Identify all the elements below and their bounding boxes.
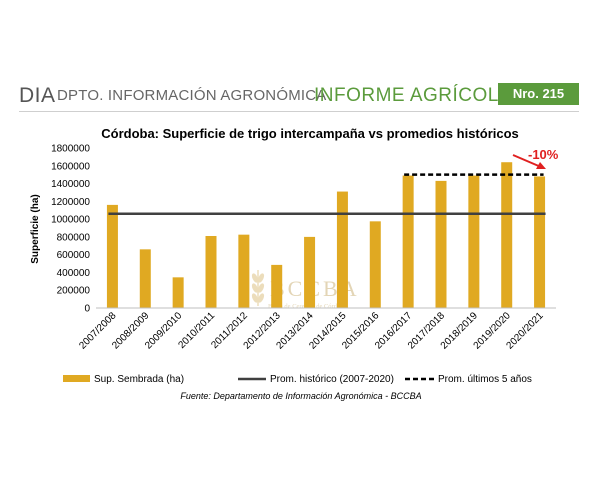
average-lines xyxy=(108,173,546,216)
bar xyxy=(205,236,217,308)
y-tick-label: 1000000 xyxy=(51,215,90,226)
bar xyxy=(402,175,414,308)
chart-title: Córdoba: Superficie de trigo intercampañ… xyxy=(101,126,519,141)
header-divider xyxy=(19,111,579,112)
y-tick-label: 0 xyxy=(84,304,90,315)
bar xyxy=(304,236,316,308)
bar xyxy=(271,264,283,308)
y-tick-label: 1400000 xyxy=(51,179,90,190)
y-tick-label: 800000 xyxy=(57,232,91,243)
legend-item-bars: Sup. Sembrada (ha) xyxy=(63,374,184,385)
department-name: DPTO. INFORMACIÓN AGRONÓMICA xyxy=(57,87,327,104)
change-annotation-label: -10% xyxy=(528,147,559,162)
y-tick-label: 1600000 xyxy=(51,161,90,172)
report-number-badge: Nro. 215 xyxy=(498,83,579,105)
bar xyxy=(468,175,480,308)
legend-label-bars: Sup. Sembrada (ha) xyxy=(94,374,184,385)
bar xyxy=(501,162,513,308)
brand-logo-text: DIA xyxy=(19,84,56,107)
y-tick-label: 400000 xyxy=(57,268,91,279)
change-annotation: -10% xyxy=(512,147,559,169)
x-axis: 2007/20082008/20092009/20102010/20112011… xyxy=(77,307,556,352)
arrow-down-right-icon xyxy=(512,154,546,169)
y-tick-label: 200000 xyxy=(57,286,91,297)
chart-source: Fuente: Departamento de Información Agro… xyxy=(180,391,421,401)
legend-item-last5: Prom. últimos 5 años xyxy=(405,374,532,385)
y-axis: 0 200000 400000 600000 800000 1000000 1200000 1… xyxy=(51,144,90,315)
bar-series xyxy=(106,162,546,308)
bar xyxy=(172,277,184,308)
bar xyxy=(435,180,447,308)
bar xyxy=(139,249,151,308)
wheat-icon xyxy=(251,270,265,306)
bar xyxy=(534,176,546,308)
y-tick-label: 1800000 xyxy=(51,144,90,155)
bar xyxy=(106,204,118,308)
y-tick-label: 1200000 xyxy=(51,197,90,208)
y-axis-label: Superficie (ha) xyxy=(30,194,41,263)
report-title: INFORME AGRÍCOLA xyxy=(314,85,513,106)
bar xyxy=(369,221,381,308)
legend-label-historic: Prom. histórico (2007-2020) xyxy=(270,374,394,385)
legend: Sup. Sembrada (ha) Prom. histórico (2007… xyxy=(63,374,532,385)
legend-item-historic: Prom. histórico (2007-2020) xyxy=(238,374,394,385)
report-header: DIA DPTO. INFORMACIÓN AGRONÓMICA INFORME… xyxy=(0,80,600,112)
y-tick-label: 600000 xyxy=(57,250,91,261)
legend-label-last5: Prom. últimos 5 años xyxy=(438,374,532,385)
bar xyxy=(336,191,348,308)
bar xyxy=(238,234,250,308)
